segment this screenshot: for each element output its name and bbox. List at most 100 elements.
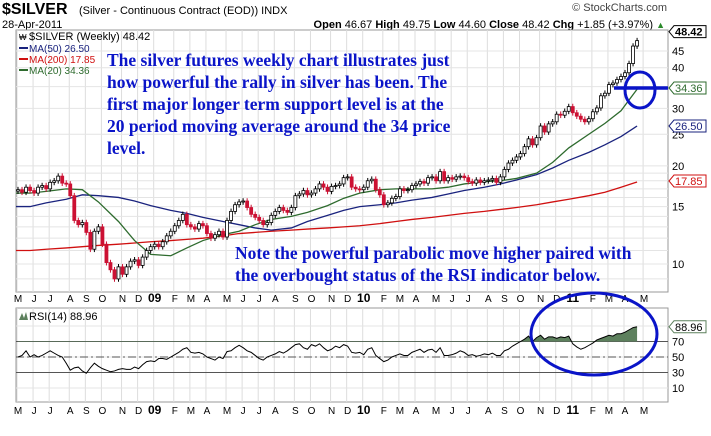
ma50-price-tag-text: 26.50 — [675, 121, 703, 133]
month-tick-label: S — [292, 294, 299, 305]
candle — [293, 192, 298, 211]
month-tick-label: F — [381, 406, 387, 417]
candle — [482, 177, 487, 186]
candle — [426, 174, 430, 187]
candle — [615, 76, 619, 86]
candle-body — [60, 175, 65, 184]
month-tick-label: M — [187, 406, 195, 417]
month-tick-label: J — [450, 406, 455, 417]
ma200-price-tag-box — [668, 174, 707, 188]
month-tick-label: S — [83, 294, 90, 305]
legend-price: $SILVER (Weekly) 48.42 — [29, 31, 150, 43]
month-tick-label: M — [396, 294, 404, 305]
candle — [225, 217, 229, 240]
candle-body — [466, 177, 471, 182]
candle-body — [333, 185, 338, 187]
candle — [582, 116, 587, 125]
candle — [148, 243, 153, 254]
candle — [68, 181, 73, 199]
month-tick-label: S — [292, 406, 299, 417]
candle-body — [615, 79, 619, 84]
candle — [188, 221, 193, 230]
candle — [241, 198, 246, 205]
candle — [285, 207, 290, 216]
candle-body — [369, 178, 374, 182]
candle — [406, 186, 410, 194]
price-tick-label: 45 — [672, 46, 684, 58]
candle — [397, 186, 402, 200]
candle — [184, 211, 189, 228]
candle — [578, 113, 583, 123]
candle — [132, 257, 137, 265]
candle — [257, 214, 262, 224]
rsi-highlight-circle — [529, 291, 659, 377]
ma200-price-tag-text: 17.85 — [675, 176, 703, 188]
candle — [64, 180, 69, 187]
candle — [321, 181, 326, 191]
candle-body — [20, 189, 24, 193]
candle — [92, 228, 97, 253]
price-tick-label: 15 — [672, 202, 684, 214]
candle-body — [482, 180, 487, 183]
candle-body — [594, 107, 599, 113]
candle-body — [627, 63, 631, 74]
candle-body — [325, 186, 330, 192]
candle-body — [245, 200, 250, 208]
candle — [32, 187, 36, 196]
candle — [474, 177, 479, 187]
candle — [361, 184, 366, 193]
month-tick-label: F — [590, 294, 596, 305]
annotation-line: The silver futures weekly chart illustra… — [107, 50, 450, 70]
legend-ma50: MA(50) 26.50 — [29, 44, 90, 55]
candle — [619, 73, 623, 83]
candle-body — [265, 222, 270, 226]
candle-body — [410, 185, 414, 191]
ma200-price-tag: 17.85 — [668, 174, 707, 188]
candle-body — [526, 138, 531, 148]
candle-body — [418, 181, 422, 185]
candle-body — [454, 176, 459, 180]
candle-body — [377, 189, 382, 196]
candle — [297, 191, 302, 199]
candle-body — [92, 230, 97, 250]
candle — [542, 123, 547, 135]
candle-body — [506, 162, 511, 170]
candle-body — [44, 185, 49, 190]
candle-body — [56, 175, 61, 182]
candle — [450, 174, 455, 183]
candle-body — [422, 181, 426, 184]
candle — [28, 184, 32, 194]
candle — [281, 204, 286, 214]
candle-body — [132, 259, 137, 262]
annotation-line: how powerful the rally in silver has bee… — [107, 72, 448, 92]
month-tick-label: D — [135, 406, 142, 417]
candle — [88, 229, 93, 253]
candle-body — [554, 113, 559, 123]
month-tick-label: M — [640, 406, 648, 417]
legend-ma20: MA(20) 34.36 — [29, 66, 90, 77]
candle-body — [462, 175, 467, 179]
month-tick-label: A — [413, 294, 420, 305]
candle — [389, 195, 394, 206]
candle — [574, 109, 579, 120]
candle-body — [261, 220, 266, 226]
candle — [249, 204, 254, 218]
candle-body — [430, 176, 434, 179]
month-tick-label: J — [241, 406, 246, 417]
candle — [309, 190, 314, 198]
candle-body — [502, 169, 507, 178]
candle — [84, 219, 89, 236]
candle-body — [301, 190, 306, 195]
candle — [152, 241, 157, 250]
candle-body — [522, 146, 527, 155]
gridlines — [16, 30, 668, 402]
candle — [24, 184, 28, 196]
rsi-legend: RSI(14) 88.96 — [19, 311, 97, 323]
month-tick-label: M — [396, 406, 404, 417]
candle-body — [36, 186, 40, 194]
candle — [112, 266, 117, 282]
price-tick-label: 40 — [672, 63, 684, 75]
candle-body — [317, 183, 322, 190]
candle — [140, 254, 145, 269]
